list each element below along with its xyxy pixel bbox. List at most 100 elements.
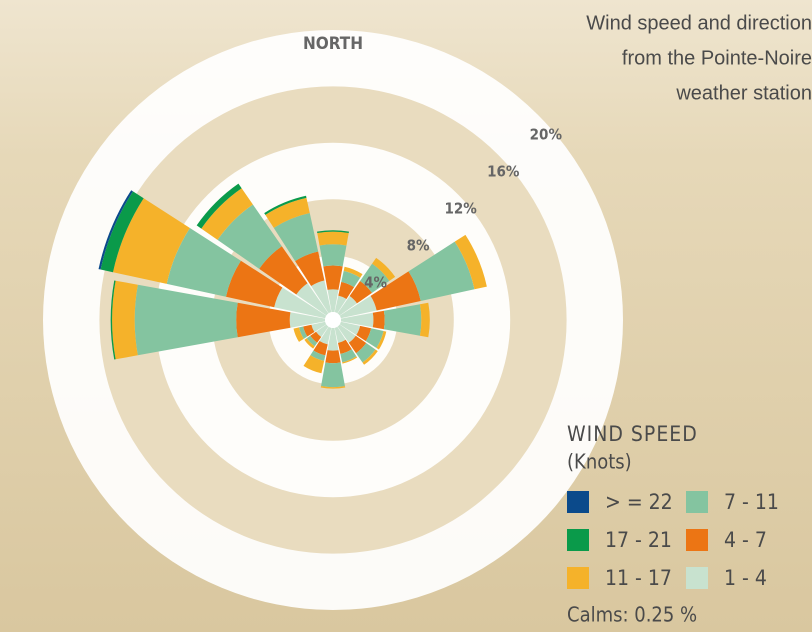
wedge-segment bbox=[134, 284, 238, 356]
ring-label: 16% bbox=[487, 162, 520, 180]
wedge-segment bbox=[340, 312, 374, 328]
wedge-segment bbox=[348, 335, 367, 354]
wedge-segment bbox=[408, 241, 475, 301]
wedge-segment bbox=[342, 356, 358, 364]
ring-label: 4% bbox=[364, 273, 387, 291]
wedge-segment bbox=[273, 212, 319, 262]
legend-label: 1 - 4 bbox=[724, 566, 767, 590]
wedge-segment bbox=[320, 386, 346, 389]
wedge-segment bbox=[303, 355, 325, 374]
wedge-segment bbox=[372, 310, 385, 330]
wedge-segment bbox=[370, 271, 421, 311]
wedge-segment bbox=[325, 350, 341, 364]
legend-label: > = 22 bbox=[605, 490, 673, 514]
wedge-segment bbox=[339, 321, 361, 336]
wedge-segment bbox=[264, 195, 307, 215]
wedge-segment bbox=[295, 251, 325, 286]
ring-label: 12% bbox=[445, 199, 478, 217]
wedge-segment bbox=[321, 362, 345, 388]
wedge-segment bbox=[313, 340, 328, 356]
wedge-segment bbox=[365, 328, 384, 348]
legend: WIND SPEED (Knots) Calms: 0.25 % bbox=[567, 422, 698, 627]
wedge-segment bbox=[340, 349, 357, 363]
legend-swatch bbox=[686, 529, 708, 551]
legend-swatch bbox=[686, 567, 708, 589]
wedge-segment bbox=[343, 266, 363, 278]
wedge-segment bbox=[454, 234, 487, 290]
wedge-segment bbox=[356, 325, 372, 342]
wedge-segment bbox=[360, 263, 390, 293]
wedges bbox=[98, 183, 487, 389]
wedge-segment bbox=[265, 197, 310, 228]
wedge-segment bbox=[323, 265, 343, 290]
wedge-segment bbox=[311, 280, 332, 314]
wedge-segment bbox=[337, 296, 357, 316]
legend-label: 7 - 11 bbox=[724, 490, 779, 514]
wedge-segment bbox=[349, 280, 373, 304]
wedge-segment bbox=[337, 339, 352, 354]
wedge-segment bbox=[339, 295, 377, 319]
wedge-segment bbox=[317, 231, 349, 246]
wedge-segment bbox=[372, 257, 396, 281]
wedge-segment bbox=[327, 289, 339, 313]
wedge-segment bbox=[310, 350, 326, 361]
direction-label: NORTH bbox=[303, 34, 363, 54]
ring-label: 20% bbox=[530, 125, 563, 143]
wedge-segment bbox=[317, 230, 349, 234]
wedge-segment bbox=[337, 324, 356, 343]
legend-swatch bbox=[567, 529, 589, 551]
wedge-segment bbox=[306, 335, 318, 347]
wedge-segment bbox=[311, 321, 327, 332]
wedge-segment bbox=[98, 190, 133, 270]
title-line: weather station bbox=[675, 82, 812, 104]
labels: NORTH 4% 8% 12% 16% 20% bbox=[303, 34, 562, 291]
legend-swatch bbox=[567, 491, 589, 513]
wedge-segment bbox=[334, 295, 347, 314]
legend-label: 11 - 17 bbox=[605, 566, 672, 590]
legend-title: WIND SPEED bbox=[567, 422, 698, 446]
wedge-segment bbox=[319, 326, 332, 345]
wedge-segment bbox=[196, 183, 242, 229]
wedge-segment bbox=[236, 302, 291, 338]
wedge-segment bbox=[217, 204, 282, 269]
title-line: from the Pointe-Noire bbox=[622, 47, 812, 69]
wedge-segment bbox=[110, 280, 116, 360]
legend-label: 17 - 21 bbox=[605, 528, 672, 552]
calms-label: Calms: 0.25 % bbox=[567, 603, 697, 627]
wedge-segment bbox=[383, 304, 422, 336]
wedge-segment bbox=[362, 349, 378, 365]
wedge-segment bbox=[259, 246, 308, 295]
wedge-segment bbox=[338, 281, 355, 300]
wedge-segment bbox=[296, 283, 329, 316]
wedge-segment bbox=[341, 270, 361, 288]
ring-label: 8% bbox=[407, 236, 430, 254]
wedge-segment bbox=[303, 324, 315, 337]
wedge-segment bbox=[112, 280, 138, 360]
wedge-segment bbox=[112, 198, 190, 284]
wedge-segment bbox=[327, 327, 339, 351]
legend-swatch bbox=[686, 491, 708, 513]
wedge-segment bbox=[304, 338, 315, 349]
legend-swatch bbox=[567, 567, 589, 589]
legend-items: > = 22 17 - 21 11 - 17 7 - 11 4 - 7 1 - 4 bbox=[567, 490, 779, 590]
wedge-segment bbox=[299, 326, 308, 339]
title: Wind speed and direction from the Pointe… bbox=[586, 12, 812, 104]
wedge-segment bbox=[225, 260, 283, 308]
legend-subtitle: (Knots) bbox=[567, 450, 632, 474]
wedge-segment bbox=[356, 343, 376, 363]
wedge-segment bbox=[289, 312, 326, 328]
wedge-segment bbox=[274, 287, 327, 319]
wedge-segment bbox=[334, 326, 346, 343]
wedge-segment bbox=[166, 227, 241, 297]
wedge-segment bbox=[293, 327, 304, 342]
wedge-segment bbox=[100, 191, 144, 273]
wedge-segment bbox=[201, 188, 253, 240]
title-line: Wind speed and direction bbox=[586, 12, 812, 34]
calms-center bbox=[325, 312, 341, 328]
wedge-segment bbox=[376, 330, 387, 350]
wedge-segment bbox=[319, 244, 347, 267]
legend-label: 4 - 7 bbox=[724, 528, 767, 552]
wedge-segment bbox=[419, 302, 430, 338]
